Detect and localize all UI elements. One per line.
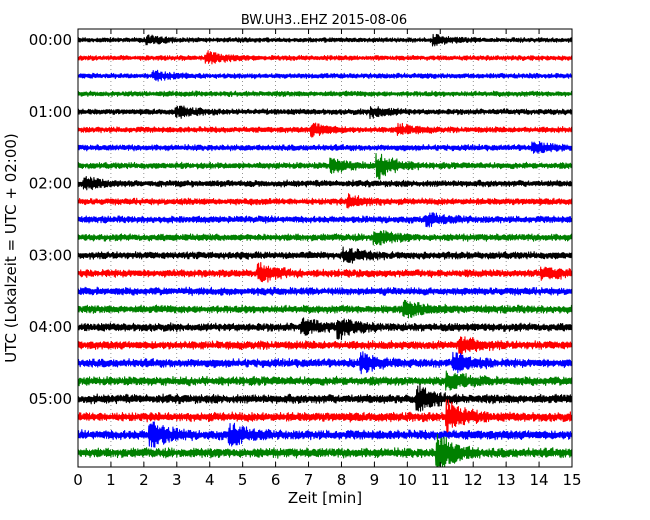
trace-line-5 [78,122,572,138]
y-tick-label: 03:00 [29,246,72,264]
trace-line-8 [78,176,572,191]
y-tick-label: 04:00 [29,318,72,336]
plot-frame [77,28,573,468]
x-tick-label: 4 [205,471,215,489]
trace-line-2 [78,69,572,82]
trace-line-7 [78,152,572,180]
x-tick-label: 13 [497,471,516,489]
x-tick-label: 7 [304,471,314,489]
trace-line-9 [78,193,572,209]
trace-line-11 [78,230,572,246]
x-tick-label: 3 [172,471,182,489]
trace-line-17 [78,336,572,356]
trace-line-1 [78,50,572,65]
x-tick-label: 9 [370,471,380,489]
trace-line-19 [78,370,572,391]
x-tick-label: 8 [337,471,347,489]
x-tick-label: 10 [398,471,417,489]
x-tick-label: 11 [431,471,450,489]
x-tick-label: 6 [271,471,281,489]
trace-line-3 [78,90,572,98]
y-tick-label: 00:00 [29,31,72,49]
x-axis: 0 1 2 3 4 5 6 7 8 9 10 11 12 13 14 15 [73,29,582,489]
y-tick-label: 01:00 [29,103,72,121]
chart-title: BW.UH3..EHZ 2015-08-06 [241,13,407,28]
trace-line-10 [78,212,572,228]
trace-line-18 [78,351,572,375]
x-tick-label: 5 [238,471,248,489]
x-tick-label: 0 [73,471,83,489]
trace-line-15 [78,299,572,319]
x-tick-label: 12 [464,471,483,489]
x-tick-label: 15 [562,471,581,489]
y-axis-label: UTC (Lokalzeit = UTC + 02:00) [2,133,20,363]
x-tick-label: 1 [106,471,116,489]
trace-line-4 [78,105,572,120]
trace-group [78,33,572,467]
trace-line-6 [78,141,572,154]
y-axis: 00:00 01:00 02:00 03:00 04:00 05:00 [29,31,83,408]
trace-line-13 [78,261,572,283]
y-tick-label: 05:00 [29,390,72,408]
trace-line-20 [78,384,572,412]
trace-line-23 [78,433,572,467]
x-tick-label: 14 [530,471,549,489]
trace-line-21 [78,399,572,435]
trace-line-0 [78,33,572,47]
x-axis-label: Zeit [min] [288,489,362,507]
trace-line-12 [78,246,572,264]
trace-line-22 [78,421,572,448]
x-tick-label: 2 [139,471,149,489]
y-tick-label: 02:00 [29,175,72,193]
trace-line-16 [78,317,572,341]
trace-line-14 [78,286,572,297]
